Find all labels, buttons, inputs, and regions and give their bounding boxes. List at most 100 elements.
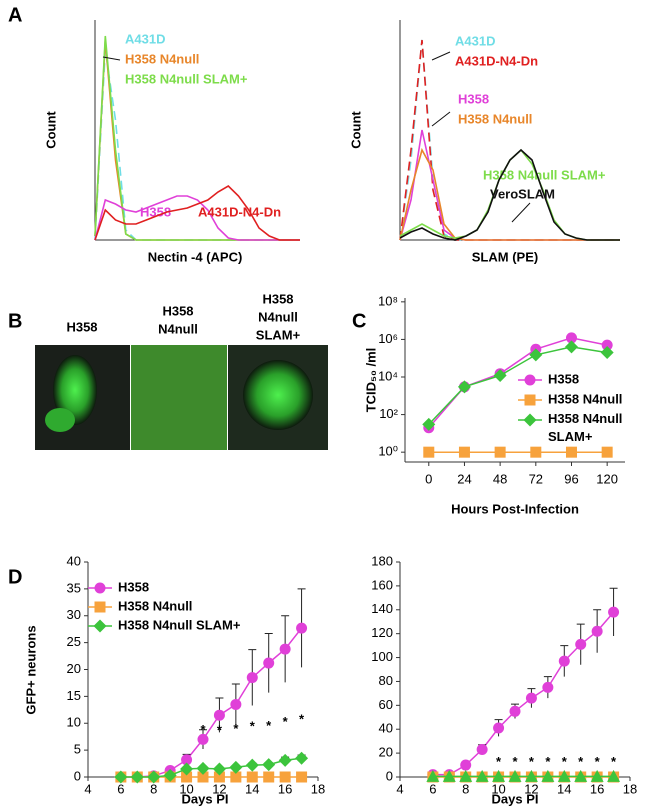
significance-star: *: [250, 719, 256, 734]
legend-label: H358 N4null: [118, 598, 192, 613]
legend-label: H358 N4null: [548, 391, 622, 406]
y-tick-label: 10⁸: [378, 293, 398, 308]
y-tick-label: 15: [67, 688, 81, 703]
y-tick-label: 80: [379, 673, 393, 688]
marker: [181, 771, 193, 783]
y-tick-label: 0: [74, 768, 81, 783]
image-label: H358: [162, 303, 193, 318]
x-axis-title: Hours Post-Infection: [451, 501, 579, 516]
marker: [541, 769, 555, 782]
legend-label: H358: [118, 579, 149, 594]
legend-marker: [94, 601, 106, 613]
marker: [245, 758, 259, 772]
y-tick-label: 60: [379, 697, 393, 712]
series-label: H358 N4null SLAM+: [483, 167, 606, 182]
x-tick-label: 14: [557, 781, 571, 796]
panel-label: D: [8, 566, 22, 588]
y-tick-label: 25: [67, 634, 81, 649]
marker: [565, 446, 577, 458]
y-tick-label: 5: [74, 742, 81, 757]
x-tick-label: 96: [564, 471, 578, 486]
y-tick-label: 10⁰: [378, 444, 398, 459]
series-line: [94, 185, 300, 241]
marker: [493, 369, 507, 383]
series-label: H358 N4null: [458, 111, 532, 126]
significance-star: *: [233, 721, 239, 736]
marker: [601, 339, 613, 351]
marker: [422, 417, 436, 431]
y-tick-label: 10²: [379, 406, 398, 421]
series-label: VeroSLAM: [490, 186, 555, 201]
marker: [246, 771, 258, 783]
series-line: [399, 129, 620, 241]
y-tick-label: 120: [371, 625, 393, 640]
y-axis-title: GFP+ neurons: [23, 625, 38, 714]
marker: [295, 751, 309, 765]
marker: [494, 446, 506, 458]
marker: [601, 446, 613, 458]
y-tick-label: 10⁴: [378, 368, 398, 383]
legend-label: H358 N4null SLAM+: [548, 411, 622, 444]
x-tick-label: 4: [84, 781, 91, 796]
significance-star: *: [611, 754, 617, 769]
significance-star: *: [496, 754, 502, 769]
marker: [262, 758, 276, 772]
cell-cluster: [45, 408, 75, 432]
significance-star: *: [562, 754, 568, 769]
marker: [423, 446, 435, 458]
x-axis-title: Days PI: [492, 791, 539, 806]
leader-line: [431, 111, 451, 127]
marker: [508, 769, 522, 782]
marker: [229, 760, 243, 774]
y-tick-label: 180: [371, 553, 393, 568]
panel-label: C: [352, 310, 366, 332]
image-label: SLAM+: [256, 327, 301, 342]
marker: [130, 770, 144, 784]
significance-star: *: [512, 754, 518, 769]
x-tick-label: 6: [429, 781, 436, 796]
marker: [542, 681, 554, 693]
y-tick-label: 140: [371, 601, 393, 616]
marker: [180, 762, 194, 776]
y-tick-label: 10: [67, 715, 81, 730]
panel-label: A: [8, 4, 22, 26]
marker: [525, 692, 537, 704]
marker: [163, 768, 177, 782]
marker: [600, 346, 614, 360]
marker: [460, 759, 472, 771]
marker: [246, 672, 258, 684]
marker: [475, 769, 489, 782]
y-axis-title: Count: [348, 111, 363, 149]
marker: [279, 643, 291, 655]
marker: [213, 709, 225, 721]
marker: [574, 769, 588, 782]
x-tick-label: 24: [457, 471, 471, 486]
y-tick-label: 35: [67, 580, 81, 595]
x-axis-title: SLAM (PE): [472, 249, 538, 264]
image-label: N4null: [158, 321, 198, 336]
marker: [197, 771, 209, 783]
image-label: N4null: [258, 309, 298, 324]
marker: [196, 761, 210, 775]
significance-star: *: [200, 722, 206, 737]
x-axis-title: Days PI: [182, 791, 229, 806]
legend-label: H358: [548, 371, 579, 386]
marker: [296, 622, 308, 634]
legend-marker: [524, 394, 536, 406]
marker: [230, 771, 242, 783]
marker: [263, 657, 275, 669]
x-tick-label: 72: [529, 471, 543, 486]
y-axis-title: Count: [43, 111, 58, 149]
series-label: A431D: [125, 31, 165, 46]
marker: [493, 722, 505, 734]
significance-star: *: [217, 722, 223, 737]
marker: [279, 771, 291, 783]
x-tick-label: 10: [491, 781, 505, 796]
marker: [230, 698, 242, 710]
x-tick-label: 18: [623, 781, 637, 796]
marker: [575, 638, 587, 650]
marker: [564, 340, 578, 354]
series-line: [428, 346, 608, 425]
x-tick-label: 12: [212, 781, 226, 796]
